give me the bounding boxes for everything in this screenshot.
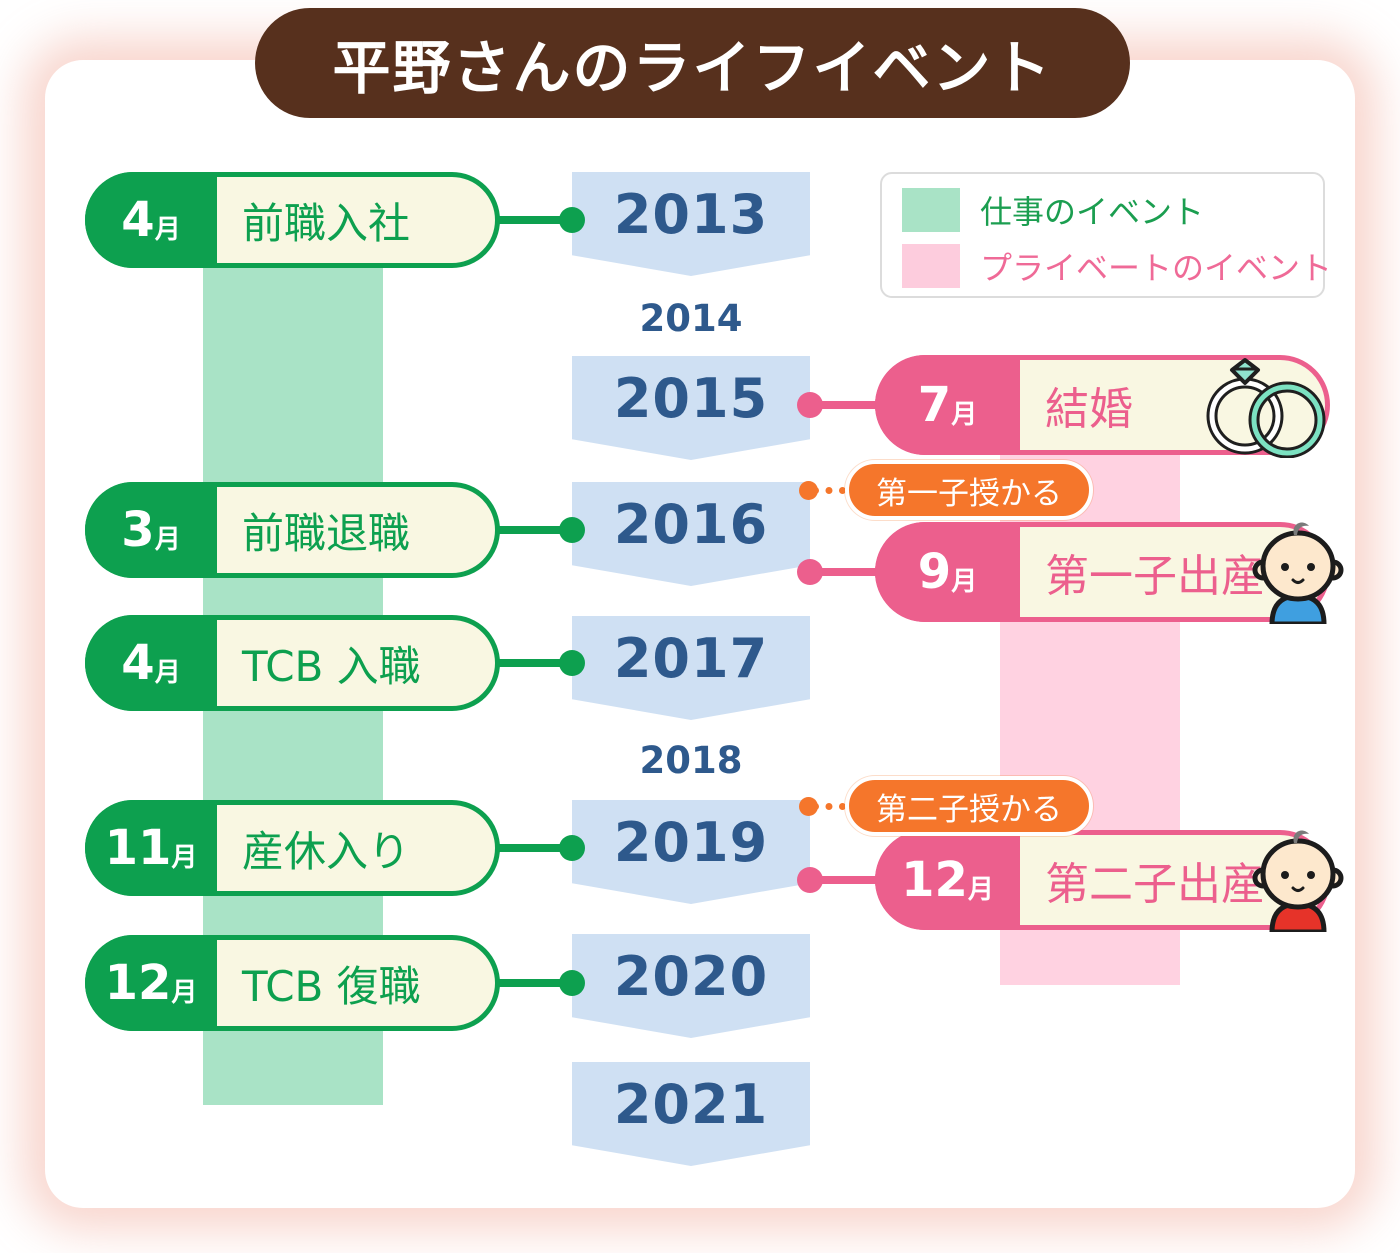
milestone-pill-second-child-conceived: 第二子授かる	[845, 776, 1093, 836]
legend-label-work: 仕事のイベント	[980, 193, 1205, 231]
baby-red-icon	[1248, 826, 1348, 935]
connector-line	[498, 526, 560, 534]
private-color-swatch	[902, 244, 960, 288]
connector-dot	[559, 835, 585, 861]
legend-row-private: プライベートのイベント	[902, 243, 1332, 289]
milestone-pill-first-child-conceived: 第一子授かる	[845, 460, 1093, 520]
private-event-pill-second-child-born: 12 月 第二子出産	[875, 830, 1330, 930]
legend-row-work: 仕事のイベント	[902, 187, 1204, 233]
year-banner-2013: 2013	[572, 172, 810, 276]
connector-dot	[559, 207, 585, 233]
connector-line	[498, 216, 560, 224]
work-event-pill-returned-to-tcb: 12 月 TCB 復職	[85, 935, 500, 1031]
connector-line	[498, 659, 560, 667]
work-event-pill-maternity-leave: 11 月 産休入り	[85, 800, 500, 896]
wedding-rings-icon	[1198, 356, 1334, 459]
year-banner-2017: 2017	[572, 616, 810, 720]
milestone-dot	[799, 481, 818, 500]
event-label: TCB 入職	[242, 641, 421, 691]
connector-line	[812, 568, 877, 576]
year-banner-2015: 2015	[572, 356, 810, 460]
event-label: 前職入社	[242, 198, 411, 248]
milestone-dotted-line	[812, 803, 846, 810]
year-banner-2016: 2016	[572, 482, 810, 586]
connector-dot	[559, 970, 585, 996]
connector-dot	[559, 517, 585, 543]
legend-label-private: プライベートのイベント	[980, 249, 1333, 287]
year-banner-2021: 2021	[572, 1062, 810, 1166]
connector-dot	[559, 650, 585, 676]
milestone-dotted-line	[812, 487, 846, 494]
connector-line	[498, 844, 560, 852]
event-month-badge: 12 月	[85, 935, 217, 1031]
event-label: TCB 復職	[242, 961, 421, 1011]
event-label: 産休入り	[242, 826, 411, 876]
year-banner-2020: 2020	[572, 934, 810, 1038]
baby-blue-icon	[1248, 518, 1348, 627]
work-color-swatch	[902, 188, 960, 232]
legend: 仕事のイベント プライベートのイベント	[880, 172, 1332, 298]
connector-line	[812, 876, 877, 884]
event-label: 結婚	[1045, 384, 1133, 435]
year-label-2018: 2018	[639, 738, 743, 782]
connector-line	[498, 979, 560, 987]
page-title: 平野さんのライフイベント	[255, 8, 1130, 118]
event-month-badge: 12 月	[875, 830, 1020, 930]
event-label: 第一子出産	[1045, 551, 1265, 602]
year-label-2014: 2014	[639, 296, 743, 340]
event-label: 第二子出産	[1045, 859, 1265, 910]
event-month-badge: 11 月	[85, 800, 217, 896]
year-banner-2019: 2019	[572, 800, 810, 904]
milestone-dot	[799, 797, 818, 816]
connector-line	[812, 401, 877, 409]
event-label: 前職退職	[242, 508, 411, 558]
